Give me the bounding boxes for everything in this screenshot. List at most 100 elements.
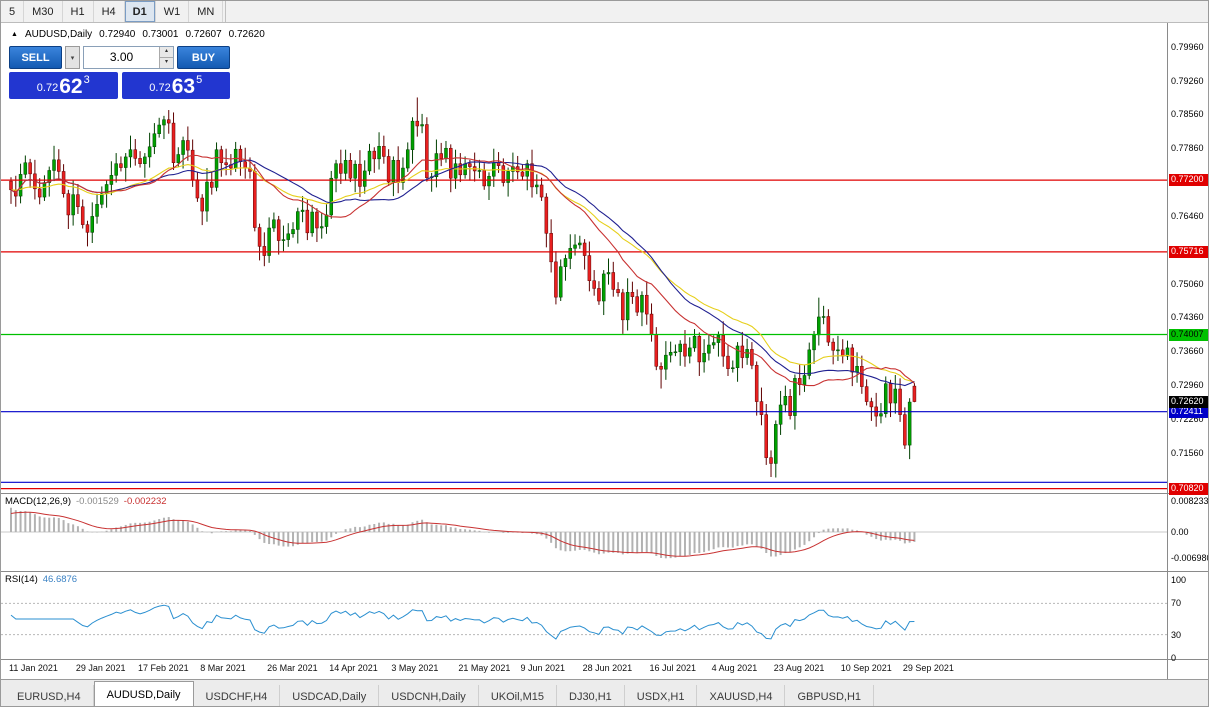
date-label: 10 Sep 2021 <box>840 663 892 673</box>
rsi-scale-100: 100 <box>1171 575 1187 585</box>
macd-label: MACD(12,26,9) -0.001529 -0.002232 <box>5 496 167 507</box>
tab-xauusd-h4[interactable]: XAUUSD,H4 <box>697 685 786 706</box>
tab-usdcnh-daily[interactable]: USDCNH,Daily <box>379 685 479 706</box>
level-price-badge: 0.75716 <box>1169 245 1208 258</box>
ohlc-close: 0.72620 <box>228 29 265 40</box>
chart-symbol: AUDUSD,Daily <box>24 29 93 40</box>
date-label: 26 Mar 2021 <box>267 663 318 673</box>
macd-indicator-pane[interactable] <box>1 494 1167 571</box>
date-label: 11 Jan 2021 <box>9 663 58 673</box>
chevron-down-icon: ▾ <box>70 54 75 62</box>
ohlc-high: 0.73001 <box>142 29 179 40</box>
date-label: 16 Jul 2021 <box>649 663 697 673</box>
tab-audusd-daily[interactable]: AUDUSD,Daily <box>93 681 194 706</box>
date-label: 14 Apr 2021 <box>329 663 378 673</box>
date-label: 8 Mar 2021 <box>200 663 246 673</box>
price-scale-label: 0.72260 <box>1171 413 1204 424</box>
price-chart-canvas[interactable] <box>1 23 1167 493</box>
volume-value: 3.00 <box>109 50 134 64</box>
pane-separator[interactable] <box>1 571 1208 572</box>
pane-separator[interactable] <box>1 659 1208 660</box>
pane-separator[interactable] <box>1 493 1208 494</box>
sell-price-display[interactable]: 0.72 62 3 <box>9 72 118 99</box>
timeframe-m30[interactable]: M30 <box>24 1 63 22</box>
chart-tabs-bar: EURUSD,H4 AUDUSD,Daily USDCHF,H4 USDCAD,… <box>1 679 1208 706</box>
timeframe-d1[interactable]: D1 <box>124 1 156 22</box>
timeframe-w1[interactable]: W1 <box>156 1 190 22</box>
buy-price-display[interactable]: 0.72 63 5 <box>121 72 230 99</box>
timeframe-mn[interactable]: MN <box>189 1 224 22</box>
volume-decrease-button[interactable]: ▾ <box>160 58 173 68</box>
date-label: 28 Jun 2021 <box>582 663 633 673</box>
date-label: 29 Jan 2021 <box>75 663 126 673</box>
price-scale-label: 0.71560 <box>1171 447 1204 458</box>
tab-usdchf-h4[interactable]: USDCHF,H4 <box>194 685 281 706</box>
up-triangle-icon: ▲ <box>11 31 18 38</box>
rsi-label: RSI(14) 46.6876 <box>5 574 77 585</box>
toolbar-separator <box>225 1 227 22</box>
macd-title: MACD(12,26,9) <box>5 496 71 507</box>
ohlc-low: 0.72607 <box>185 29 222 40</box>
level-price-badge: 0.74007 <box>1169 328 1208 341</box>
date-label: 17 Feb 2021 <box>138 663 189 673</box>
timeframe-toolbar: 5 M30 H1 H4 D1 W1 MN <box>1 1 1208 23</box>
price-scale-border <box>1167 23 1168 679</box>
current-price-badge: 0.72620 <box>1169 395 1208 408</box>
date-label: 3 May 2021 <box>391 663 439 673</box>
date-axis: 11 Jan 2021 29 Jan 2021 17 Feb 2021 8 Mar 2… <box>1 660 1167 678</box>
sell-price-pips: 62 <box>59 75 83 98</box>
price-scale-label: 0.73660 <box>1171 346 1204 357</box>
sell-price-prefix: 0.72 <box>36 82 59 94</box>
timeframe-h4[interactable]: H4 <box>94 1 125 22</box>
price-scale-label: 0.72960 <box>1171 380 1204 391</box>
date-label: 23 Aug 2021 <box>773 663 825 673</box>
volume-input[interactable]: 3.00 ▴ ▾ <box>83 46 174 69</box>
volume-spinner: ▴ ▾ <box>159 47 173 68</box>
date-label: 4 Aug 2021 <box>711 663 758 673</box>
rsi-scale-30: 30 <box>1171 630 1182 640</box>
price-scale-label: 0.79960 <box>1171 41 1204 52</box>
rsi-scale-0: 0 <box>1171 653 1177 663</box>
macd-scale-min: -0.006980 <box>1171 553 1209 563</box>
buy-button[interactable]: BUY <box>177 46 230 69</box>
sell-price-pipette: 3 <box>83 74 90 86</box>
price-scale-label: 0.75060 <box>1171 278 1204 289</box>
price-scale-label: 0.78560 <box>1171 109 1204 120</box>
buy-price-prefix: 0.72 <box>149 82 171 94</box>
price-scale-label: 0.76460 <box>1171 210 1204 221</box>
tab-usdcad-daily[interactable]: USDCAD,Daily <box>280 685 380 706</box>
level-price-badge: 0.72411 <box>1169 405 1208 418</box>
volume-increase-button[interactable]: ▴ <box>160 47 173 58</box>
price-scale-label: 0.77860 <box>1171 143 1204 154</box>
macd-scale-zero: 0.00 <box>1171 527 1189 537</box>
level-price-badge: 0.77200 <box>1169 174 1208 187</box>
price-scale-label: 0.74360 <box>1171 312 1204 323</box>
tab-gbpusd-h1[interactable]: GBPUSD,H1 <box>785 685 875 706</box>
chart-ohlc-info: ▲ AUDUSD,Daily 0.72940 0.73001 0.72607 0… <box>11 29 265 40</box>
macd-signal-value: -0.002232 <box>123 496 167 507</box>
tab-dj30-h1[interactable]: DJ30,H1 <box>557 685 625 706</box>
tab-ukoil-m15[interactable]: UKOil,M15 <box>479 685 557 706</box>
price-scale[interactable]: 0.799600.792600.785600.778600.771600.764… <box>1168 1 1208 679</box>
ohlc-open: 0.72940 <box>99 29 136 40</box>
date-label: 9 Jun 2021 <box>520 663 565 673</box>
buy-price-pipette: 5 <box>196 74 203 86</box>
volume-dropdown[interactable]: ▾ <box>65 46 80 69</box>
tab-eurusd-h4[interactable]: EURUSD,H4 <box>5 685 94 706</box>
one-click-trading-panel: SELL ▾ 3.00 ▴ ▾ BUY 0.72 62 3 0.72 63 5 <box>9 46 230 99</box>
rsi-title: RSI(14) <box>5 574 38 585</box>
sell-button[interactable]: SELL <box>9 46 62 69</box>
timeframe-h1[interactable]: H1 <box>63 1 94 22</box>
buy-price-pips: 63 <box>171 75 196 98</box>
macd-scale-max: 0.008233 <box>1171 496 1209 506</box>
rsi-indicator-pane[interactable] <box>1 572 1167 659</box>
date-label: 21 May 2021 <box>458 663 511 673</box>
rsi-scale-70: 70 <box>1171 598 1182 608</box>
date-label: 29 Sep 2021 <box>902 663 954 673</box>
tab-usdx-h1[interactable]: USDX,H1 <box>625 685 698 706</box>
level-price-badge: 0.70820 <box>1169 482 1208 495</box>
macd-main-value: -0.001529 <box>76 496 119 507</box>
timeframe-m5[interactable]: 5 <box>1 1 25 22</box>
rsi-value: 46.6876 <box>42 574 78 585</box>
